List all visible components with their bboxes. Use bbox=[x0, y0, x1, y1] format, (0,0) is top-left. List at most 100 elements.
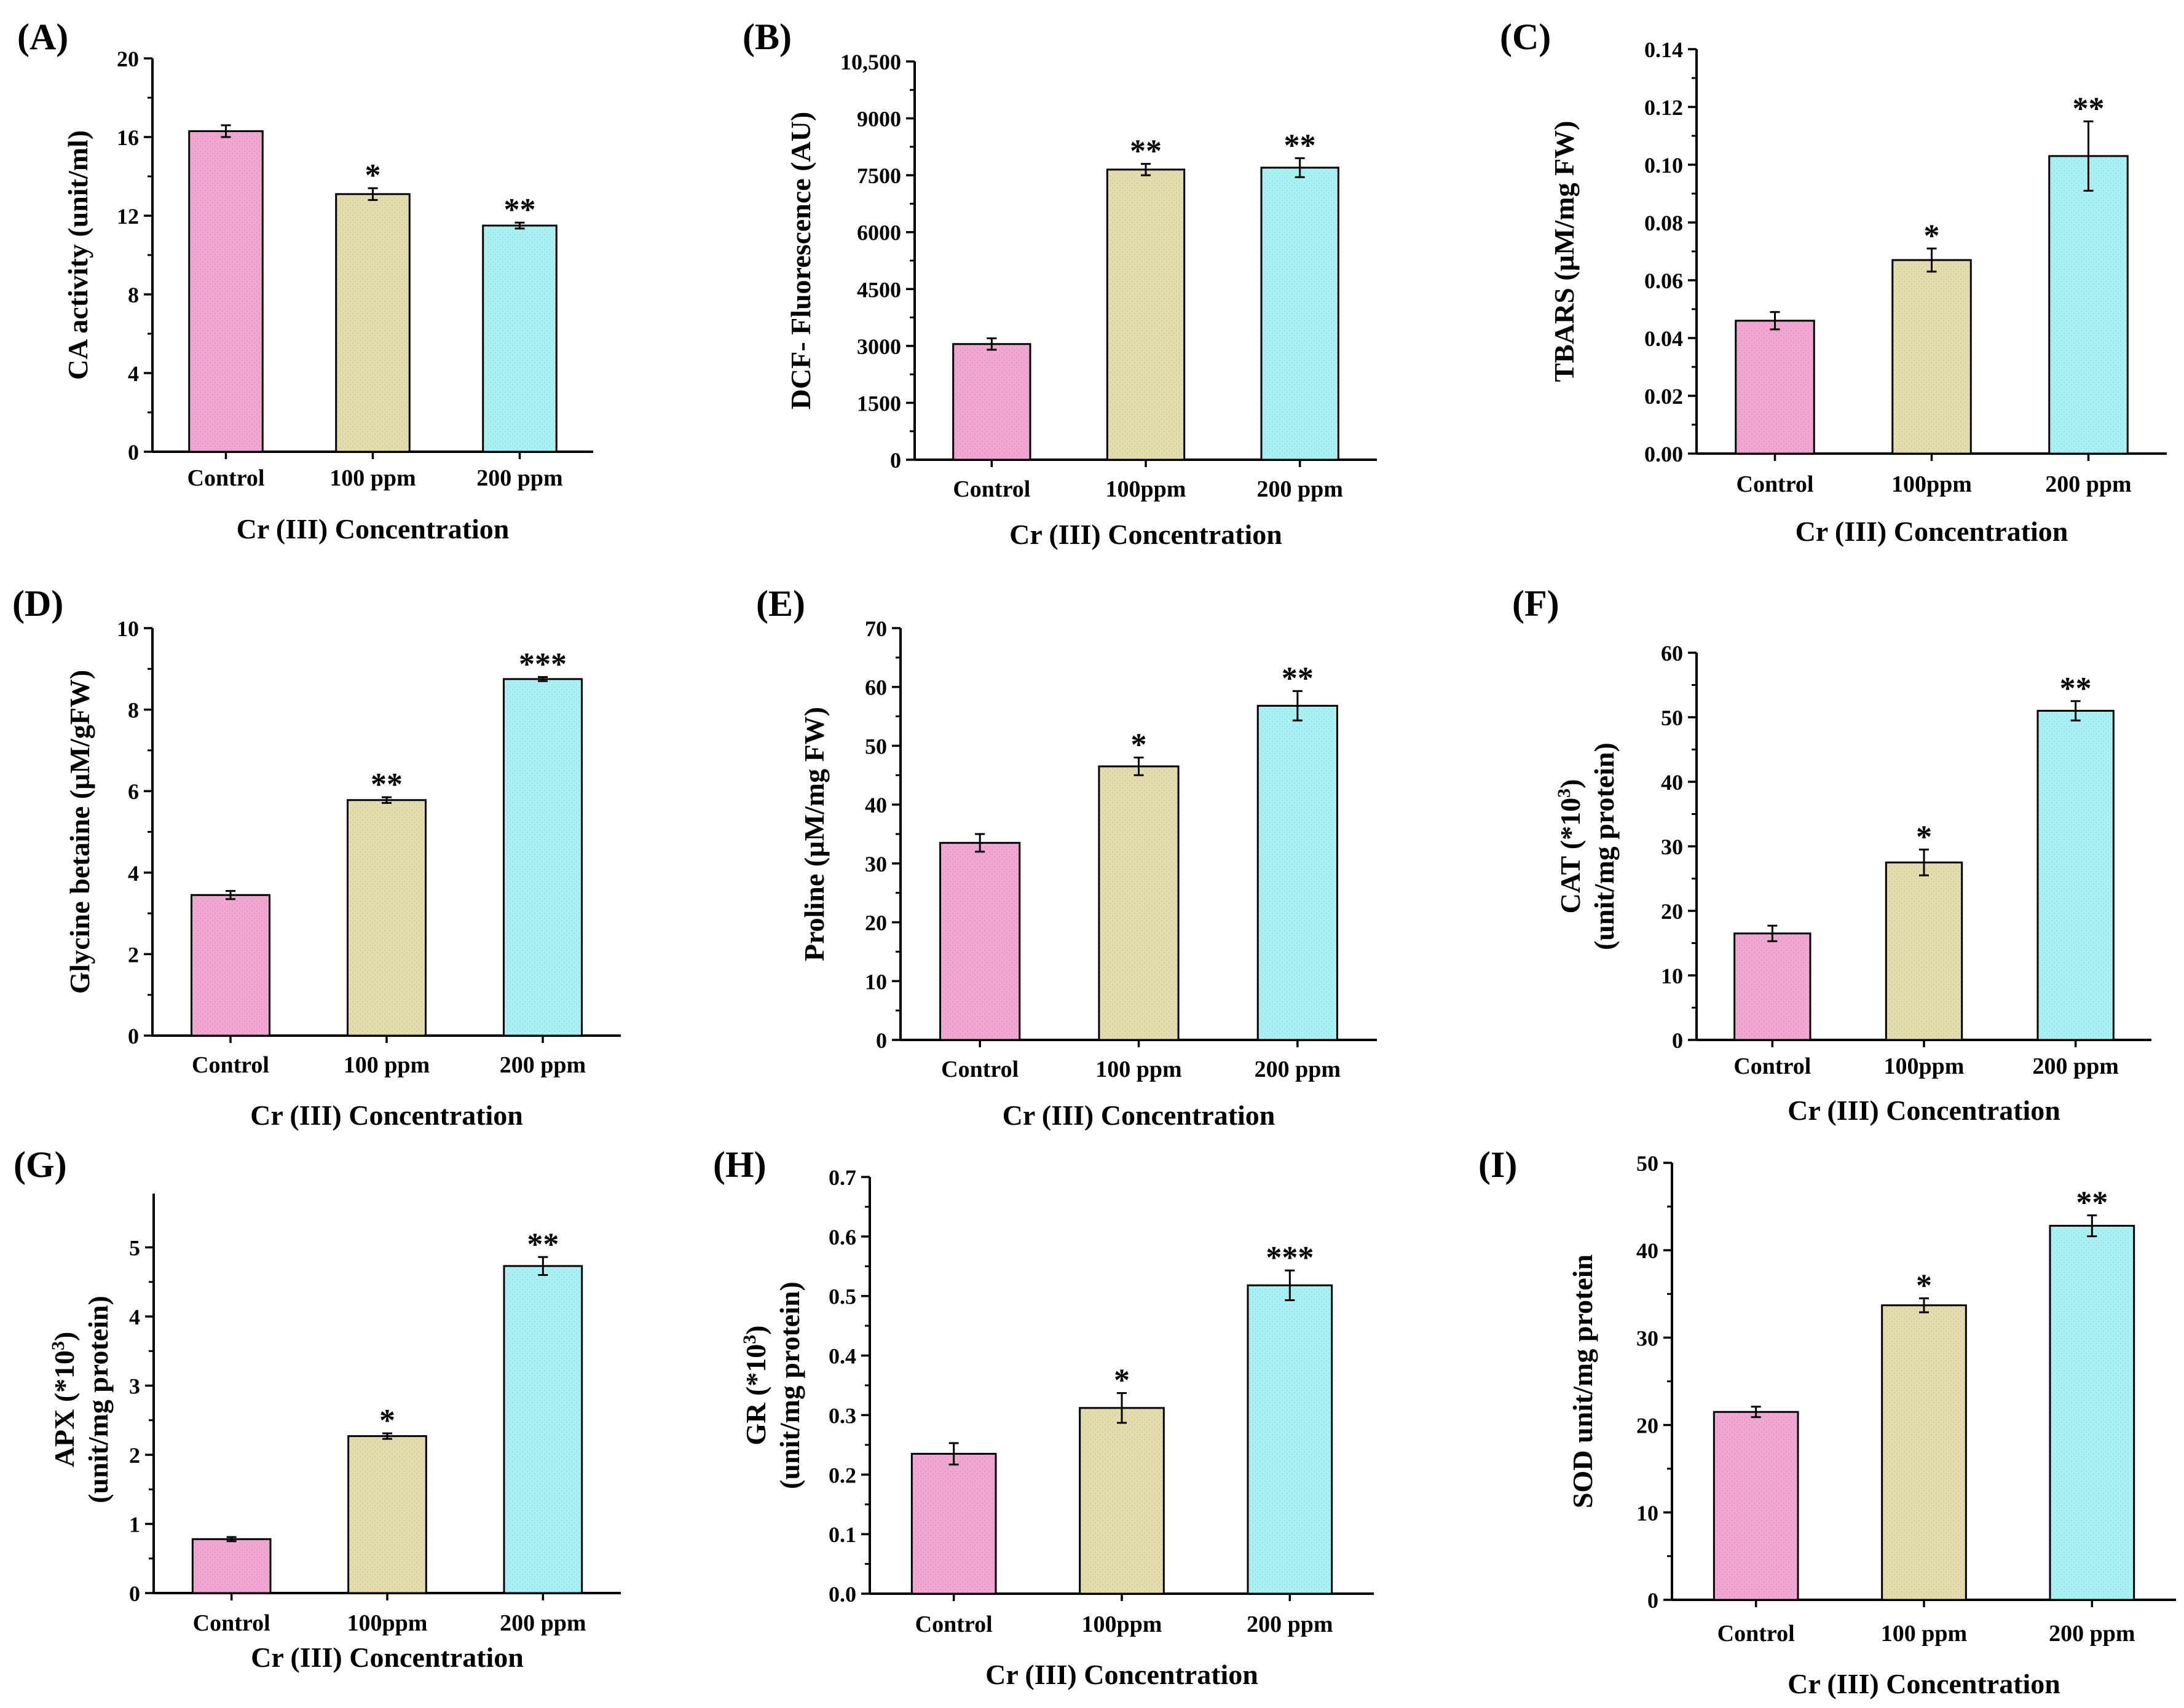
y-tick-label: 2 bbox=[128, 942, 139, 967]
significance-label: ** bbox=[1130, 134, 1162, 169]
x-tick-label: 100 ppm bbox=[1095, 1057, 1181, 1082]
x-tick-label: Control bbox=[193, 1610, 270, 1636]
y-axis-label: Glycine betaine (µM/gFW) bbox=[64, 670, 95, 994]
y-tick-label: 0.02 bbox=[1644, 384, 1683, 409]
chart-panel-i: (I) 0 10 20 30 40 50 Control 100 ppm * 200 ppm ** Cr… bbox=[1478, 1144, 2176, 1699]
y-tick-label: 3 bbox=[129, 1374, 140, 1399]
x-tick-label: 200 ppm bbox=[1255, 1057, 1341, 1082]
y-axis-label: SOD unit/mg protein bbox=[1567, 1254, 1598, 1508]
significance-label: ** bbox=[1284, 128, 1316, 163]
bar-2 bbox=[1079, 1407, 1165, 1595]
y-tick-label: 0.00 bbox=[1644, 442, 1683, 466]
bar-3 bbox=[2048, 155, 2129, 455]
x-tick-label: Control bbox=[192, 1052, 269, 1078]
bar-3 bbox=[1247, 1284, 1333, 1595]
panel-letter: (F) bbox=[1512, 583, 1559, 624]
y-tick-label: 30 bbox=[1661, 835, 1683, 859]
y-tick-label: 4 bbox=[128, 361, 139, 386]
x-tick-label: 100 ppm bbox=[329, 465, 416, 491]
y-axis-label-line2: (unit/mg protein) bbox=[774, 1281, 805, 1489]
y-tick-label: 0.10 bbox=[1644, 153, 1683, 178]
y-tick-label: 60 bbox=[1661, 641, 1683, 666]
y-tick-label: 20 bbox=[117, 47, 139, 71]
x-axis-label: Cr (III) Concentration bbox=[250, 1100, 523, 1131]
panel-letter: (B) bbox=[743, 17, 792, 57]
y-tick-label: 30 bbox=[1636, 1326, 1658, 1350]
bar-3 bbox=[2036, 710, 2115, 1041]
x-tick-label: 200 ppm bbox=[500, 1610, 586, 1636]
y-tick-label: 0 bbox=[128, 440, 139, 465]
panel-letter: (I) bbox=[1478, 1144, 1517, 1185]
x-tick-label: 100ppm bbox=[347, 1610, 428, 1636]
y-tick-label: 0.2 bbox=[829, 1463, 856, 1487]
y-axis-label-tail: ) bbox=[49, 1332, 80, 1341]
bar-1 bbox=[1733, 932, 1811, 1041]
panel-letter: (G) bbox=[14, 1144, 67, 1185]
y-tick-label: 0.1 bbox=[829, 1522, 856, 1547]
bar-1 bbox=[1735, 320, 1815, 455]
y-axis-label-tail: ) bbox=[740, 1325, 771, 1334]
bar-2 bbox=[347, 1435, 427, 1594]
y-tick-label: 60 bbox=[865, 675, 887, 700]
x-axis-label: Cr (III) Concentration bbox=[1009, 519, 1282, 550]
x-tick-label: 100ppm bbox=[1082, 1612, 1162, 1637]
y-tick-label: 12 bbox=[117, 204, 139, 229]
significance-label: * bbox=[1114, 1363, 1130, 1398]
bar-1 bbox=[191, 1538, 272, 1594]
x-axis-label: Cr (III) Concentration bbox=[1003, 1100, 1275, 1131]
y-tick-label: 0.04 bbox=[1644, 326, 1683, 351]
y-tick-label: 9000 bbox=[857, 107, 901, 132]
y-tick-label: 8 bbox=[128, 283, 139, 307]
y-axis-label-sup: 3 bbox=[739, 1335, 760, 1344]
y-tick-label: 10 bbox=[1636, 1501, 1658, 1525]
y-tick-label: 4500 bbox=[857, 277, 901, 302]
y-tick-label: 1 bbox=[129, 1513, 140, 1537]
bar-2 bbox=[1098, 765, 1180, 1041]
y-tick-label: 20 bbox=[1636, 1414, 1658, 1438]
y-axis-label-sup: 3 bbox=[1554, 789, 1574, 798]
y-axis-label: CA activity (unit/ml) bbox=[62, 130, 93, 380]
x-tick-label: Control bbox=[953, 476, 1030, 502]
y-axis-label-main: APX (*10 bbox=[49, 1350, 80, 1467]
panel-letter: (E) bbox=[756, 583, 805, 624]
significance-label: ** bbox=[527, 1227, 559, 1262]
x-axis-label: Cr (III) Concentration bbox=[237, 513, 510, 545]
bar-2 bbox=[347, 799, 427, 1037]
bar-1 bbox=[952, 343, 1031, 461]
x-tick-label: Control bbox=[1737, 471, 1814, 497]
x-tick-label: 100ppm bbox=[1884, 1053, 1965, 1079]
chart-panel-c: (C) 0.00 0.02 0.04 0.06 0.08 0.10 0.12 0.14 Contr… bbox=[1500, 17, 2167, 547]
y-tick-label: 0 bbox=[1647, 1588, 1658, 1613]
y-tick-label: 50 bbox=[1661, 706, 1683, 730]
x-tick-label: Control bbox=[1733, 1053, 1811, 1079]
y-tick-label: 50 bbox=[1636, 1151, 1658, 1176]
bar-2 bbox=[335, 193, 411, 453]
chart-panel-a: (A) 0 4 8 12 16 20 Control 100 ppm * 200 ppm ** Cr (… bbox=[17, 17, 593, 545]
bar-3 bbox=[503, 678, 583, 1037]
y-axis-label: GR (*103) bbox=[739, 1325, 771, 1445]
bar-2 bbox=[1881, 1304, 1967, 1601]
chart-panel-d: (D) 0 2 4 6 8 10 Control 100 ppm ** 200 ppm *** Cr (… bbox=[12, 583, 621, 1131]
chart-panel-f: (F) 0 10 20 30 40 50 60 Control 100ppm * 200 ppm ** C… bbox=[1512, 583, 2151, 1126]
panel-letter: (D) bbox=[12, 583, 63, 624]
y-tick-label: 3000 bbox=[857, 334, 901, 359]
y-tick-label: 0.0 bbox=[829, 1582, 856, 1607]
y-tick-label: 0 bbox=[129, 1581, 140, 1606]
bar-2 bbox=[1106, 168, 1186, 461]
significance-label: * bbox=[1916, 819, 1932, 854]
x-axis-label: Cr (III) Concentration bbox=[1788, 1095, 2060, 1126]
x-tick-label: 200 ppm bbox=[1247, 1612, 1333, 1637]
x-axis-label: Cr (III) Concentration bbox=[985, 1659, 1258, 1690]
y-tick-label: 0.14 bbox=[1644, 37, 1683, 62]
panel-letter: (C) bbox=[1500, 17, 1551, 57]
y-tick-label: 30 bbox=[865, 852, 887, 876]
significance-label: ** bbox=[371, 767, 403, 802]
y-tick-label: 50 bbox=[865, 734, 887, 758]
bar-2 bbox=[1891, 259, 1972, 455]
x-tick-label: 200 ppm bbox=[2032, 1053, 2118, 1079]
y-tick-label: 10,500 bbox=[840, 50, 901, 74]
x-tick-label: Control bbox=[187, 465, 265, 491]
x-tick-label: Control bbox=[941, 1057, 1019, 1082]
significance-label: ** bbox=[2060, 671, 2092, 706]
